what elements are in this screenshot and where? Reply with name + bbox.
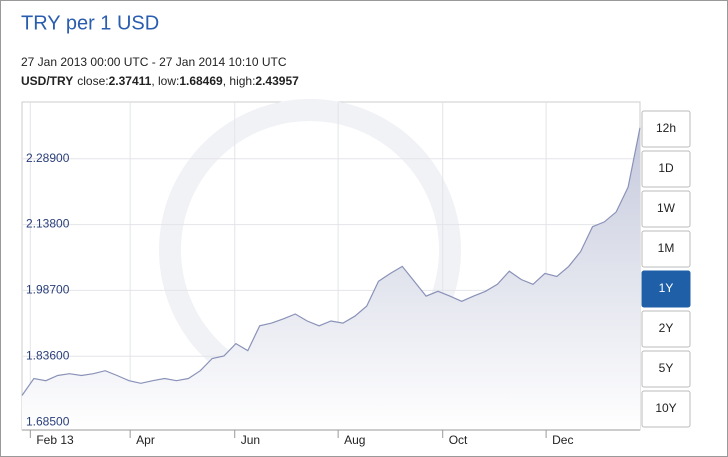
y-tick-label: 2.28900 <box>26 151 70 165</box>
stats-line: USD/TRY close:2.37411, low:1.68469, high:… <box>21 74 299 88</box>
stat-value: 1.68469 <box>179 74 223 88</box>
range-button[interactable] <box>641 270 691 308</box>
y-tick-label: 1.83600 <box>26 348 70 362</box>
line <box>21 127 641 396</box>
x-tick-label: Feb 13 <box>36 433 74 447</box>
range-button[interactable] <box>641 230 691 268</box>
separator: , <box>151 74 158 88</box>
subtitle: 27 Jan 2013 00:00 UTC - 27 Jan 2014 10:1… <box>21 55 287 69</box>
stat-value: 2.37411 <box>109 74 152 88</box>
range-button[interactable] <box>641 390 691 428</box>
range-button[interactable] <box>641 350 691 388</box>
area <box>22 127 640 430</box>
range-button-label[interactable]: 1M <box>658 241 675 255</box>
x-tick-label: Oct <box>449 433 468 447</box>
stat-label: close: <box>77 74 108 88</box>
range-button[interactable] <box>641 110 691 148</box>
x-tick-label: Jun <box>241 433 260 447</box>
chart-title: TRY per 1 USD <box>21 12 159 34</box>
x-tick-label: Dec <box>552 433 573 447</box>
range-button-label[interactable]: 12h <box>656 121 676 135</box>
x-tick-label: Aug <box>344 433 365 447</box>
y-tick-label: 1.68500 <box>26 414 70 428</box>
range-button[interactable] <box>641 310 691 348</box>
range-button-label[interactable]: 1D <box>658 161 674 175</box>
range-button[interactable] <box>641 150 691 188</box>
range-button[interactable] <box>641 190 691 228</box>
range-button-label[interactable]: 2Y <box>659 321 674 335</box>
y-tick-label: 2.13800 <box>26 217 70 231</box>
stat-label: low: <box>158 74 179 88</box>
pair: USD/TRY <box>21 74 73 88</box>
x-tick-label: Apr <box>136 433 155 447</box>
range-button-label[interactable]: 1Y <box>659 281 674 295</box>
stat-label: high: <box>229 74 255 88</box>
range-button-label[interactable]: 5Y <box>659 361 674 375</box>
y-tick-label: 1.98700 <box>26 283 70 297</box>
stat-value: 2.43957 <box>255 74 299 88</box>
range-button-label[interactable]: 10Y <box>655 401 676 415</box>
range-button-label[interactable]: 1W <box>657 201 676 215</box>
separator: , <box>223 74 230 88</box>
